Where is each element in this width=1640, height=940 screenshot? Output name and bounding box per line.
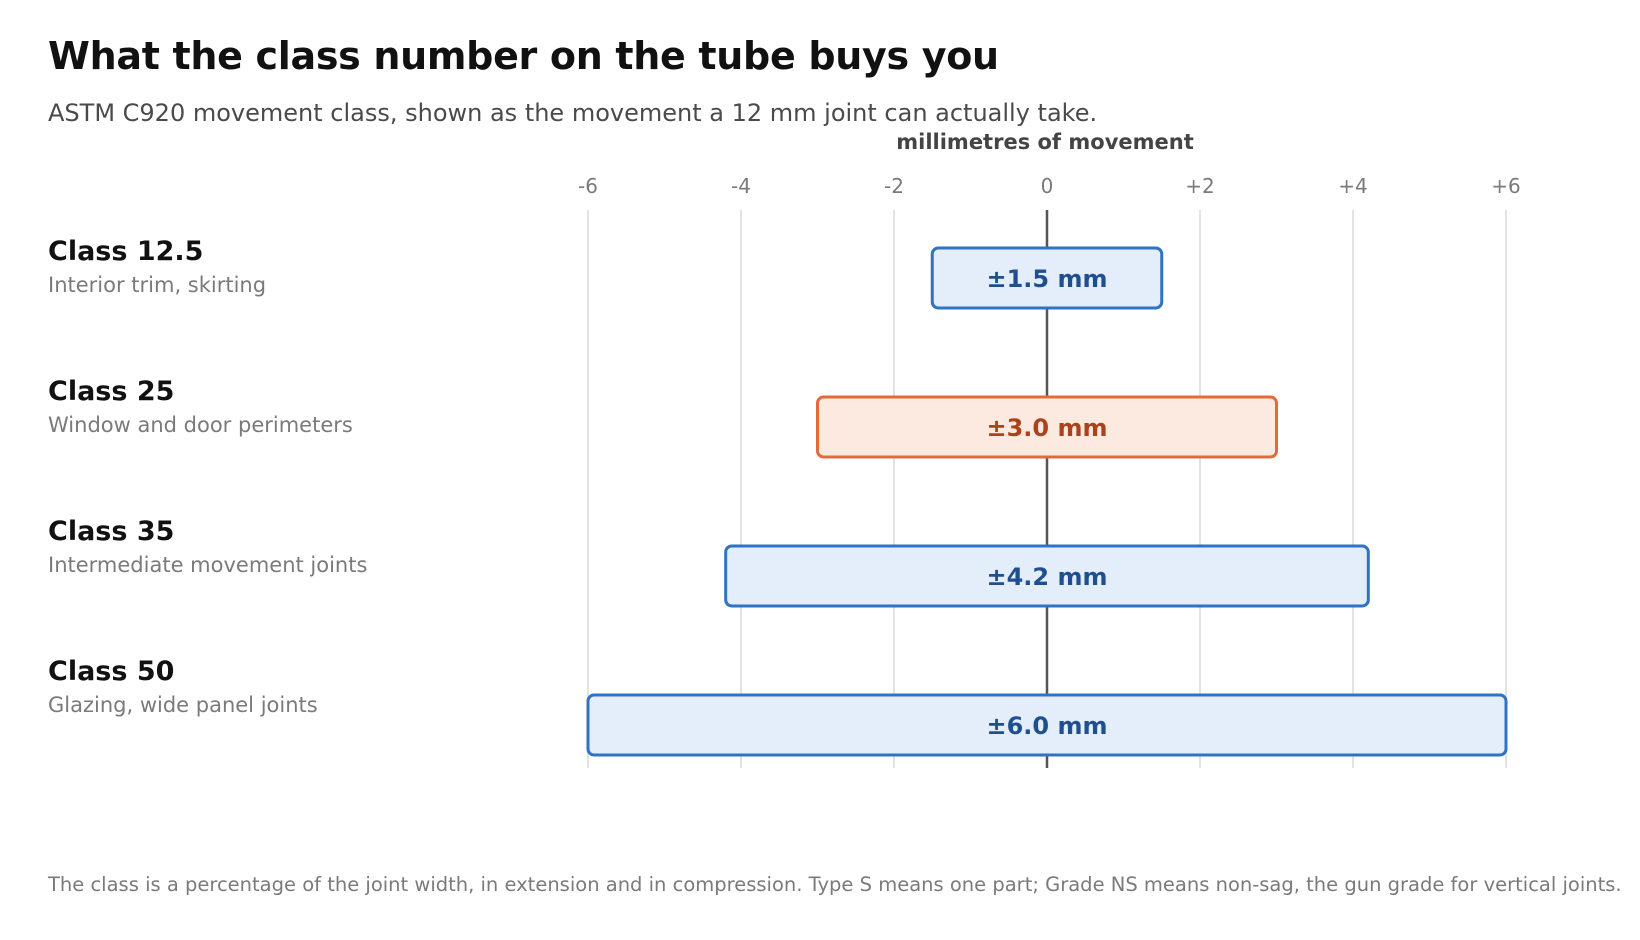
movement-bar xyxy=(930,246,1164,310)
x-tick-label: +6 xyxy=(1491,174,1520,198)
chart-title: What the class number on the tube buys y… xyxy=(48,34,999,78)
category-description: Glazing, wide panel joints xyxy=(48,693,318,717)
x-axis-label: millimetres of movement xyxy=(896,130,1194,154)
bar-value-label: ±3.0 mm xyxy=(987,414,1108,442)
movement-chart: -6 -4 -2 0 +2 +4 +6 ±1.5 mm ±3.0 mm ±4.2 mm ±6.0 m… xyxy=(578,174,1521,768)
x-tick-label: -6 xyxy=(578,174,598,198)
category-labels: Class 12.5 Interior trim, skirting Class… xyxy=(48,0,548,800)
x-tick-label: -2 xyxy=(884,174,904,198)
category-description: Intermediate movement joints xyxy=(48,553,368,577)
category-label-row: Class 50 Glazing, wide panel joints xyxy=(48,656,318,717)
category-name: Class 12.5 xyxy=(48,236,204,267)
category-name: Class 50 xyxy=(48,656,175,687)
bar-value-label: ±4.2 mm xyxy=(987,563,1108,591)
category-description: Window and door perimeters xyxy=(48,413,353,437)
movement-bar xyxy=(586,693,1508,757)
x-tick-label: 0 xyxy=(1041,174,1054,198)
x-tick-label: +4 xyxy=(1338,174,1367,198)
x-tick-label: +2 xyxy=(1185,174,1214,198)
category-description: Interior trim, skirting xyxy=(48,273,267,297)
category-label-row: Class 12.5 Interior trim, skirting xyxy=(48,236,266,297)
movement-bar xyxy=(816,395,1278,459)
chart-subtitle: ASTM C920 movement class, shown as the m… xyxy=(48,99,1098,127)
chart-footnote: The class is a percentage of the joint w… xyxy=(48,873,1622,896)
bar-value-label: ±1.5 mm xyxy=(987,265,1108,293)
movement-bar xyxy=(724,544,1370,608)
category-name: Class 25 xyxy=(48,376,175,407)
category-name: Class 35 xyxy=(48,516,175,547)
bar-value-label: ±6.0 mm xyxy=(987,712,1108,740)
x-tick-label: -4 xyxy=(731,174,751,198)
category-label-row: Class 25 Window and door perimeters xyxy=(48,376,353,437)
category-label-row: Class 35 Intermediate movement joints xyxy=(48,516,367,577)
